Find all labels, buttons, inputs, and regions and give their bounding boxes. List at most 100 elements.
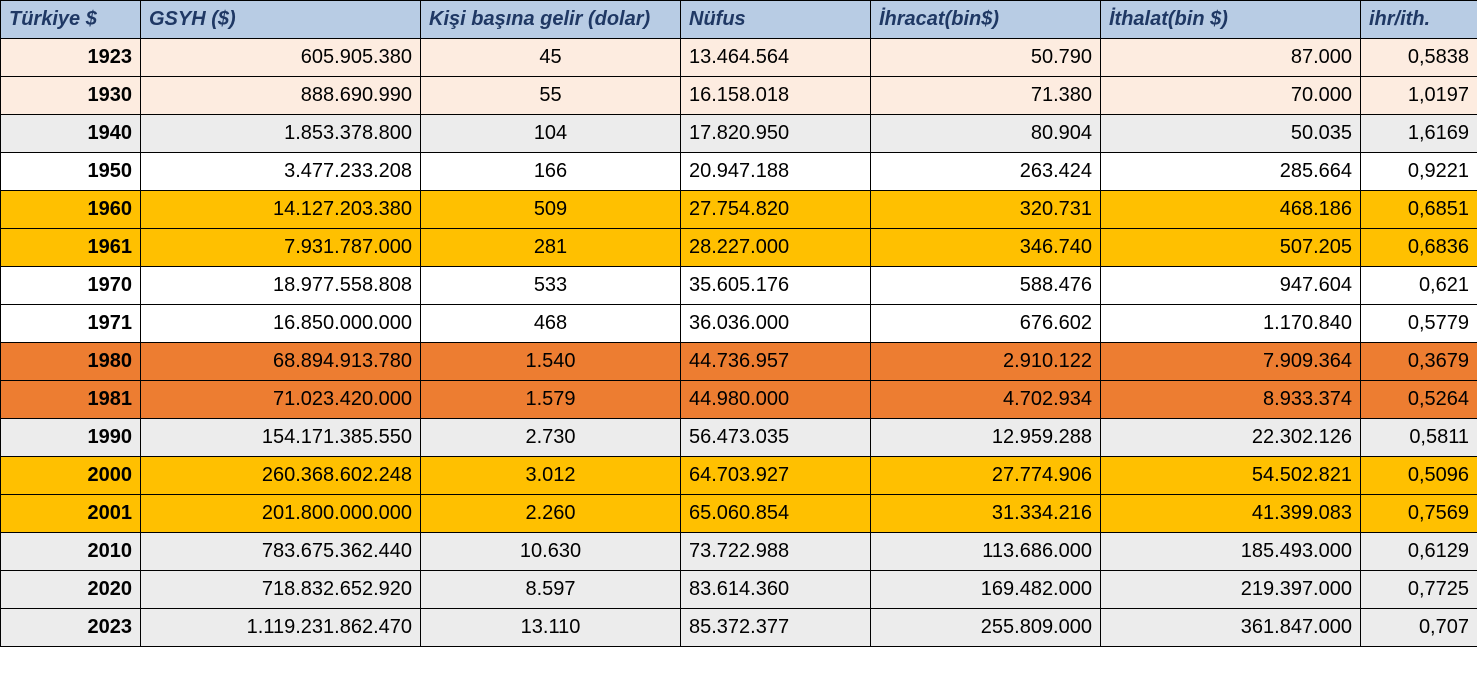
cell-year: 1923 xyxy=(1,39,141,77)
cell-imp: 41.399.083 xyxy=(1101,495,1361,533)
cell-imp: 468.186 xyxy=(1101,191,1361,229)
cell-exp: 80.904 xyxy=(871,115,1101,153)
cell-exp: 346.740 xyxy=(871,229,1101,267)
cell-gdp: 888.690.990 xyxy=(141,77,421,115)
table-header-row: Türkiye $GSYH ($)Kişi başına gelir (dola… xyxy=(1,1,1477,39)
cell-year: 2023 xyxy=(1,609,141,647)
cell-year: 2001 xyxy=(1,495,141,533)
cell-pop: 17.820.950 xyxy=(681,115,871,153)
cell-percap: 8.597 xyxy=(421,571,681,609)
cell-pop: 27.754.820 xyxy=(681,191,871,229)
cell-ratio: 0,7569 xyxy=(1361,495,1477,533)
col-header-1: GSYH ($) xyxy=(141,1,421,39)
table-row: 198068.894.913.7801.54044.736.9572.910.1… xyxy=(1,343,1477,381)
col-header-5: İthalat(bin $) xyxy=(1101,1,1361,39)
table-row: 2000260.368.602.2483.01264.703.92727.774… xyxy=(1,457,1477,495)
cell-gdp: 260.368.602.248 xyxy=(141,457,421,495)
col-header-2: Kişi başına gelir (dolar) xyxy=(421,1,681,39)
table-row: 1990154.171.385.5502.73056.473.03512.959… xyxy=(1,419,1477,457)
table-row: 1930888.690.9905516.158.01871.38070.0001… xyxy=(1,77,1477,115)
cell-pop: 64.703.927 xyxy=(681,457,871,495)
cell-exp: 676.602 xyxy=(871,305,1101,343)
table-row: 19617.931.787.00028128.227.000346.740507… xyxy=(1,229,1477,267)
cell-ratio: 0,5264 xyxy=(1361,381,1477,419)
cell-year: 1971 xyxy=(1,305,141,343)
cell-gdp: 7.931.787.000 xyxy=(141,229,421,267)
cell-imp: 285.664 xyxy=(1101,153,1361,191)
cell-imp: 8.933.374 xyxy=(1101,381,1361,419)
cell-exp: 50.790 xyxy=(871,39,1101,77)
cell-exp: 27.774.906 xyxy=(871,457,1101,495)
cell-exp: 12.959.288 xyxy=(871,419,1101,457)
cell-gdp: 718.832.652.920 xyxy=(141,571,421,609)
cell-imp: 219.397.000 xyxy=(1101,571,1361,609)
cell-percap: 533 xyxy=(421,267,681,305)
table-row: 197018.977.558.80853335.605.176588.47694… xyxy=(1,267,1477,305)
cell-percap: 1.540 xyxy=(421,343,681,381)
cell-percap: 468 xyxy=(421,305,681,343)
cell-year: 2010 xyxy=(1,533,141,571)
cell-ratio: 0,6851 xyxy=(1361,191,1477,229)
cell-exp: 255.809.000 xyxy=(871,609,1101,647)
cell-percap: 10.630 xyxy=(421,533,681,571)
table-row: 20231.119.231.862.47013.11085.372.377255… xyxy=(1,609,1477,647)
cell-year: 2020 xyxy=(1,571,141,609)
cell-gdp: 3.477.233.208 xyxy=(141,153,421,191)
table-row: 1923605.905.3804513.464.56450.79087.0000… xyxy=(1,39,1477,77)
cell-pop: 16.158.018 xyxy=(681,77,871,115)
cell-percap: 13.110 xyxy=(421,609,681,647)
cell-gdp: 154.171.385.550 xyxy=(141,419,421,457)
cell-percap: 45 xyxy=(421,39,681,77)
cell-ratio: 0,6836 xyxy=(1361,229,1477,267)
cell-pop: 35.605.176 xyxy=(681,267,871,305)
cell-pop: 83.614.360 xyxy=(681,571,871,609)
cell-exp: 169.482.000 xyxy=(871,571,1101,609)
cell-exp: 588.476 xyxy=(871,267,1101,305)
cell-percap: 166 xyxy=(421,153,681,191)
table-row: 2001201.800.000.0002.26065.060.85431.334… xyxy=(1,495,1477,533)
cell-ratio: 0,3679 xyxy=(1361,343,1477,381)
cell-imp: 54.502.821 xyxy=(1101,457,1361,495)
cell-year: 1981 xyxy=(1,381,141,419)
cell-percap: 509 xyxy=(421,191,681,229)
cell-percap: 3.012 xyxy=(421,457,681,495)
cell-pop: 65.060.854 xyxy=(681,495,871,533)
cell-imp: 1.170.840 xyxy=(1101,305,1361,343)
cell-pop: 36.036.000 xyxy=(681,305,871,343)
cell-year: 1960 xyxy=(1,191,141,229)
cell-exp: 71.380 xyxy=(871,77,1101,115)
cell-ratio: 0,9221 xyxy=(1361,153,1477,191)
table-row: 19401.853.378.80010417.820.95080.90450.0… xyxy=(1,115,1477,153)
cell-gdp: 18.977.558.808 xyxy=(141,267,421,305)
cell-pop: 56.473.035 xyxy=(681,419,871,457)
col-header-3: Nüfus xyxy=(681,1,871,39)
cell-imp: 7.909.364 xyxy=(1101,343,1361,381)
table-row: 19503.477.233.20816620.947.188263.424285… xyxy=(1,153,1477,191)
cell-gdp: 14.127.203.380 xyxy=(141,191,421,229)
cell-year: 1980 xyxy=(1,343,141,381)
cell-exp: 320.731 xyxy=(871,191,1101,229)
cell-pop: 44.736.957 xyxy=(681,343,871,381)
col-header-6: ihr/ith. xyxy=(1361,1,1477,39)
cell-gdp: 605.905.380 xyxy=(141,39,421,77)
cell-year: 1990 xyxy=(1,419,141,457)
cell-pop: 44.980.000 xyxy=(681,381,871,419)
cell-percap: 55 xyxy=(421,77,681,115)
cell-pop: 73.722.988 xyxy=(681,533,871,571)
cell-ratio: 0,6129 xyxy=(1361,533,1477,571)
cell-year: 1950 xyxy=(1,153,141,191)
cell-ratio: 0,5811 xyxy=(1361,419,1477,457)
cell-exp: 2.910.122 xyxy=(871,343,1101,381)
cell-percap: 1.579 xyxy=(421,381,681,419)
cell-year: 1961 xyxy=(1,229,141,267)
cell-imp: 22.302.126 xyxy=(1101,419,1361,457)
cell-imp: 947.604 xyxy=(1101,267,1361,305)
cell-gdp: 1.853.378.800 xyxy=(141,115,421,153)
cell-year: 1970 xyxy=(1,267,141,305)
table-row: 2010783.675.362.44010.63073.722.988113.6… xyxy=(1,533,1477,571)
table-row: 2020718.832.652.9208.59783.614.360169.48… xyxy=(1,571,1477,609)
economy-table: Türkiye $GSYH ($)Kişi başına gelir (dola… xyxy=(0,0,1477,647)
table-row: 198171.023.420.0001.57944.980.0004.702.9… xyxy=(1,381,1477,419)
cell-gdp: 16.850.000.000 xyxy=(141,305,421,343)
cell-pop: 85.372.377 xyxy=(681,609,871,647)
